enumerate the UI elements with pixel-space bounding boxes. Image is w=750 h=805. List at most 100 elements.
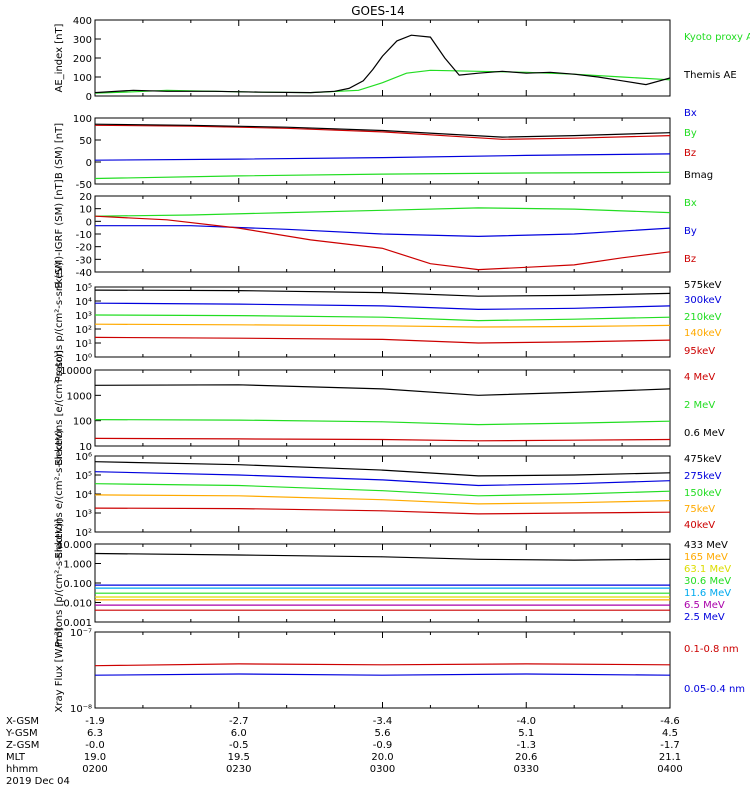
y-tick-label: 10² [75, 325, 92, 336]
y-tick-label: 100 [73, 114, 92, 125]
y-tick-label: -10 [76, 230, 92, 241]
y-tick-label: 0.010 [63, 599, 92, 610]
series-line-1-3 [95, 123, 670, 138]
series-line-3-0 [95, 289, 670, 297]
y-tick-label: 10³ [75, 509, 92, 520]
legend-label: 210keV [684, 312, 722, 323]
plot-title: GOES-14 [351, 4, 405, 18]
y-axis-label: Electrons e/(cm²-s-sr-keV) [54, 429, 65, 558]
y-tick-label: 0.001 [63, 618, 92, 629]
ephem-value: 6.0 [231, 728, 247, 739]
panel-0: 400 300 200 100 0 AE_index [nT] Kyoto proxy AE… [54, 16, 750, 103]
ephem-value: 19.5 [228, 752, 250, 763]
ephem-value: -0.0 [85, 740, 105, 751]
series-line-6-0 [95, 552, 670, 561]
y-tick-label: 10⁶ [75, 452, 92, 463]
legend-label: 2 MeV [684, 400, 715, 411]
series-line-7-0 [95, 663, 670, 667]
ephem-value: 0230 [226, 764, 251, 775]
legend-label: 6.5 MeV [684, 600, 725, 611]
legend-label: Bmag [684, 170, 713, 181]
y-tick-label: 0 [86, 92, 92, 103]
ephem-row-label: X-GSM [6, 716, 39, 727]
legend-label: 4 MeV [684, 372, 715, 383]
legend-label: 40keV [684, 520, 715, 531]
legend-label: 11.6 MeV [684, 588, 731, 599]
series-line-3-1 [95, 302, 670, 311]
ephem-value: -1.7 [660, 740, 680, 751]
legend-label: By [684, 128, 697, 139]
ephem-row-label: 2019 Dec 04 [6, 776, 70, 787]
series-line-0-0 [95, 69, 670, 94]
ephem-value: 6.3 [87, 728, 103, 739]
series-line-4-1 [95, 419, 670, 426]
ephem-row-label: Y-GSM [5, 728, 38, 739]
panel-7: 10⁻⁷ 10⁻⁸ Xray Flux [W/m²] 0.1-0.8 nm 0.05-0… [54, 627, 745, 715]
y-axis-label: B (SM) [nT] [54, 123, 65, 179]
y-tick-label: -40 [76, 268, 92, 279]
series-line-4-0 [95, 437, 670, 442]
series-line-2-1 [95, 225, 670, 238]
ephem-value: 20.0 [371, 752, 393, 763]
series-line-2-2 [95, 215, 670, 271]
legend-label: 95keV [684, 346, 715, 357]
panel-3: 10⁵ 10⁴ 10³ 10² 10¹ 10⁰ Protons p/(cm²-s-sr-ke… [54, 262, 722, 383]
series-line-3-2 [95, 314, 670, 322]
y-tick-label: 10⁰ [75, 353, 92, 364]
y-axis-label: Electrons [e/(cm²-s-sr)] [54, 350, 65, 466]
ephem-value: -1.9 [85, 716, 105, 727]
legend-label: 275keV [684, 471, 722, 482]
series-line-1-2 [95, 124, 670, 140]
ephem-row-label: Z-GSM [6, 740, 39, 751]
series-line-5-0 [95, 461, 670, 477]
legend-label: 0.6 MeV [684, 428, 725, 439]
y-tick-label: 10⁻⁷ [70, 628, 92, 639]
y-tick-label: 50 [79, 136, 92, 147]
legend-label: Bz [684, 254, 696, 265]
panel-frame [94, 631, 671, 709]
ephem-value: 5.6 [375, 728, 391, 739]
y-axis-label: AE_index [nT] [54, 23, 65, 92]
ephem-value: 0200 [82, 764, 107, 775]
panel-frame [94, 286, 671, 358]
y-tick-label: -20 [76, 243, 92, 254]
y-tick-label: 10000 [60, 366, 92, 377]
series-line-5-4 [95, 507, 670, 515]
y-tick-label: 400 [73, 16, 92, 27]
series-line-2-0 [95, 207, 670, 217]
legend-label: 0.1-0.8 nm [684, 644, 739, 655]
legend-label: 75keV [684, 504, 715, 515]
ephem-row-label: MLT [6, 752, 26, 763]
ephem-value: -4.0 [516, 716, 536, 727]
panel-4: 10000 1000 100 10 Electrons [e/(cm²-s-sr)] 4 … [54, 350, 725, 466]
legend-label: 30.6 MeV [684, 576, 731, 587]
y-tick-label: 100 [73, 73, 92, 84]
ephem-row-label: hhmm [6, 764, 38, 775]
ephem-value: 19.0 [84, 752, 106, 763]
y-tick-label: 10.000 [57, 540, 92, 551]
y-tick-label: -30 [76, 255, 92, 266]
legend-label: Bz [684, 148, 696, 159]
series-line-1-1 [95, 171, 670, 180]
legend-label: 63.1 MeV [684, 564, 731, 575]
series-line-7-1 [95, 673, 670, 676]
ephem-value: 4.5 [662, 728, 678, 739]
series-line-5-2 [95, 483, 670, 497]
y-tick-label: 10⁴ [75, 297, 92, 308]
y-tick-label: 1000 [67, 391, 92, 402]
y-tick-label: 10³ [75, 311, 92, 322]
legend-label: 575keV [684, 280, 722, 291]
panel-frame [94, 19, 671, 97]
ephem-value: -1.3 [516, 740, 536, 751]
y-tick-label: 10¹ [75, 339, 92, 350]
legend-label: 150keV [684, 488, 722, 499]
ephem-value: -4.6 [660, 716, 680, 727]
y-axis-label: Protons [p/(cm²-s-sr-keV)] [54, 519, 65, 647]
y-tick-label: 20 [79, 192, 92, 203]
legend-label: 433 MeV [684, 540, 728, 551]
ephem-value: -0.9 [373, 740, 393, 751]
y-axis-label: Protons p/(cm²-s-sr-keV) [54, 262, 65, 383]
y-axis-label: Xray Flux [W/m²] [54, 627, 65, 712]
